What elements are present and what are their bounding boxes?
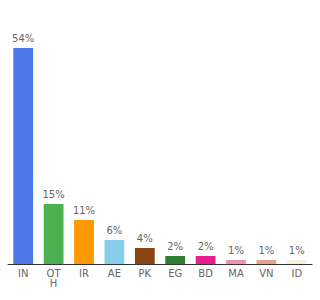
svg-text:MA: MA <box>228 268 244 279</box>
svg-text:2%: 2% <box>167 241 183 252</box>
svg-text:54%: 54% <box>12 33 34 44</box>
svg-text:IN: IN <box>18 268 28 279</box>
svg-text:4%: 4% <box>137 233 153 244</box>
svg-text:11%: 11% <box>73 205 95 216</box>
svg-text:VN: VN <box>259 268 273 279</box>
svg-text:EG: EG <box>168 268 182 279</box>
svg-text:6%: 6% <box>106 225 122 236</box>
svg-text:2%: 2% <box>198 241 214 252</box>
svg-text:OT: OT <box>46 267 61 279</box>
svg-text:PK: PK <box>139 268 152 279</box>
svg-text:IR: IR <box>79 268 89 279</box>
svg-text:1%: 1% <box>289 245 305 256</box>
svg-text:H: H <box>50 278 58 289</box>
svg-text:ID: ID <box>291 268 302 279</box>
svg-text:15%: 15% <box>42 189 64 200</box>
svg-text:AE: AE <box>108 268 121 279</box>
svg-text:1%: 1% <box>228 245 244 256</box>
svg-text:BD: BD <box>198 268 213 279</box>
svg-text:1%: 1% <box>258 245 274 256</box>
